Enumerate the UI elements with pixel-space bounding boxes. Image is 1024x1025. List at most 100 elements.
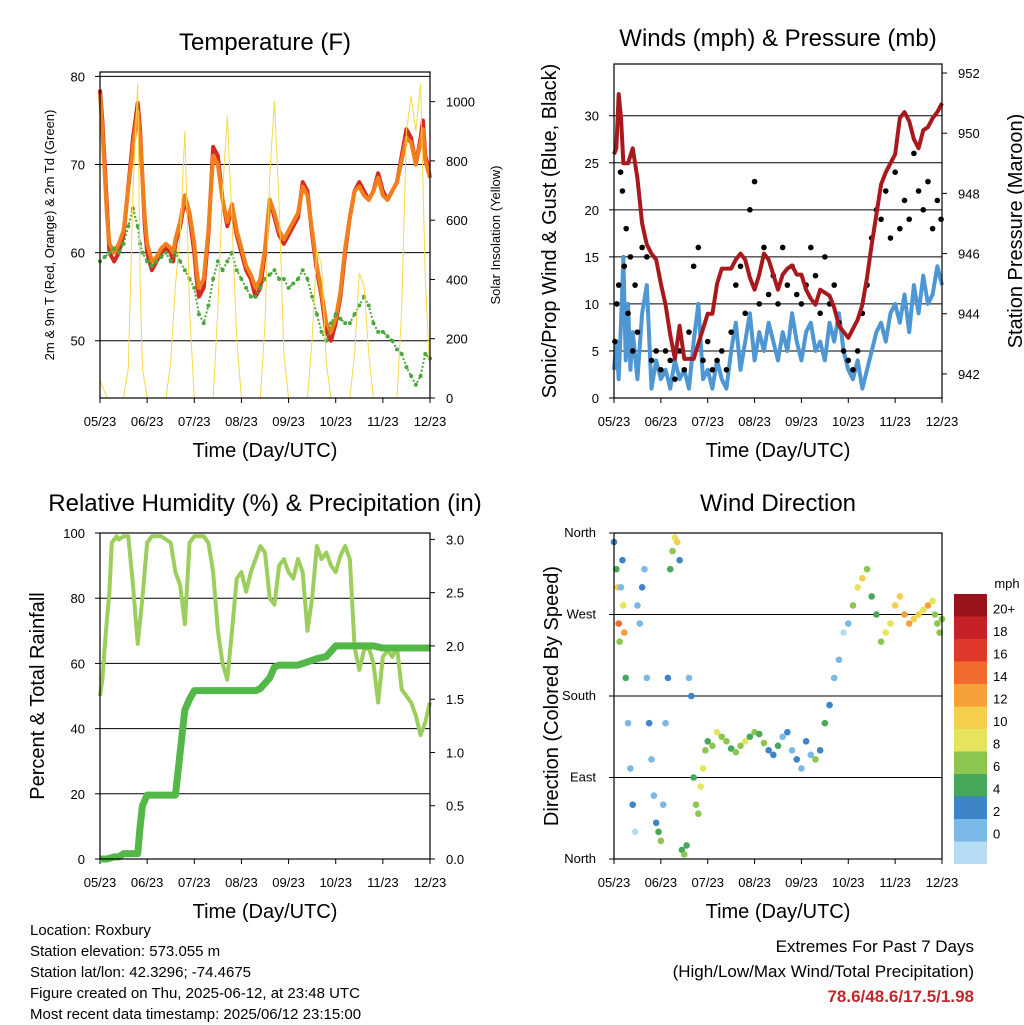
- series-point: [892, 169, 898, 175]
- chart-title: Temperature (F): [179, 29, 351, 56]
- chart-1: Temperature (F)Time (Day/UTC)50607080020…: [42, 29, 503, 462]
- x-tick-label: 12/23: [926, 414, 959, 429]
- series-point: [681, 366, 688, 373]
- extremes-values: 78.6/48.6/17.5/1.98: [827, 987, 974, 1006]
- y2-tick-label: 2.5: [446, 586, 464, 601]
- wind-direction-point: [891, 602, 899, 609]
- colorbar-swatch: [954, 729, 987, 752]
- y2-tick-label: 1.5: [446, 692, 464, 707]
- y-tick-label: 20: [585, 203, 599, 218]
- location-text: Location: Roxbury: [30, 922, 151, 939]
- y-tick-label: 5: [592, 344, 599, 359]
- series-point: [723, 366, 730, 373]
- wind-direction-point: [723, 737, 730, 745]
- series-point: [667, 357, 674, 364]
- colorbar-swatch: [954, 841, 987, 864]
- x-tick-label: 10/23: [832, 414, 865, 429]
- series-point: [653, 348, 659, 354]
- y-tick-label: 0: [78, 852, 85, 867]
- wind-direction-point: [657, 837, 665, 845]
- series-point: [615, 282, 622, 288]
- series-point: [882, 188, 889, 194]
- y-axis-label: 2m & 9m T (Red, Orange) & 2m Td (Green): [42, 110, 57, 361]
- colorbar-swatch: [954, 684, 987, 707]
- series-line: [98, 534, 432, 738]
- colorbar-label: 20+: [993, 602, 1015, 617]
- x-tick-label: 08/23: [738, 875, 771, 890]
- wind-direction-point: [704, 737, 712, 745]
- y2-tick-label: 0: [446, 391, 453, 406]
- series-point: [629, 348, 636, 354]
- wind-direction-point: [877, 638, 885, 645]
- series-point: [658, 366, 664, 373]
- wind-direction-point: [910, 615, 918, 623]
- y-tick-label: 40: [71, 722, 85, 737]
- wind-direction-point: [816, 747, 824, 754]
- x-tick-label: 09/23: [272, 875, 305, 890]
- wind-direction-point: [779, 733, 786, 741]
- series-line: [100, 642, 430, 863]
- wind-direction-point: [621, 629, 628, 636]
- series-point: [822, 254, 828, 260]
- wind-direction-point: [664, 674, 672, 682]
- wind-direction-point: [826, 701, 833, 709]
- series-point: [704, 338, 711, 345]
- y-tick-label: South: [562, 688, 596, 703]
- y2-tick-label: 942: [958, 367, 980, 382]
- wind-direction-point: [659, 801, 667, 808]
- colorbar-swatch: [954, 796, 987, 819]
- x-tick-label: 06/23: [131, 414, 164, 429]
- x-tick-label: 08/23: [225, 414, 258, 429]
- wind-direction-point: [624, 719, 632, 727]
- series-point: [709, 366, 716, 373]
- plot-frame: [613, 532, 943, 860]
- wind-direction-point: [643, 674, 651, 682]
- wind-direction-point: [929, 597, 936, 605]
- wind-direction-point: [849, 602, 857, 609]
- series-point: [728, 329, 734, 335]
- x-tick-label: 05/23: [84, 414, 117, 429]
- colorbar-swatch: [954, 751, 987, 774]
- series-point: [761, 244, 767, 251]
- x-axis-label: Time (Day/UTC): [706, 901, 851, 923]
- wind-direction-point: [617, 584, 625, 591]
- colorbar-swatch: [954, 819, 987, 842]
- y2-tick-label: 952: [958, 66, 980, 81]
- wind-direction-point: [615, 620, 622, 627]
- series-point: [751, 178, 758, 185]
- wind-direction-point: [673, 538, 681, 546]
- wind-direction-point: [887, 620, 894, 627]
- wind-direction-point: [936, 629, 943, 636]
- wind-direction-point: [802, 737, 810, 745]
- wind-direction-point: [634, 602, 641, 609]
- y-tick-label: North: [564, 851, 596, 866]
- y-tick-label: 70: [71, 158, 85, 173]
- series-point: [925, 178, 931, 185]
- series-point: [840, 348, 847, 354]
- wind-direction-point: [666, 565, 674, 573]
- series-point: [756, 301, 763, 307]
- y2-tick-label: 2.0: [446, 639, 464, 654]
- series-point: [901, 197, 908, 204]
- wind-direction-point: [692, 801, 700, 808]
- series-point: [718, 348, 725, 354]
- y-tick-label: 60: [71, 656, 85, 671]
- wind-direction-point: [868, 593, 876, 600]
- series-point: [798, 301, 805, 307]
- series-point: [897, 225, 903, 232]
- series-point: [775, 301, 781, 307]
- chart-3: Relative Humidity (%) & Precipitation (i…: [27, 490, 482, 923]
- series-point: [737, 263, 744, 270]
- series-point: [929, 225, 936, 232]
- series-point: [906, 216, 912, 223]
- series-point: [733, 282, 739, 288]
- y-axis-label: Direction (Colored By Speed): [541, 566, 563, 826]
- wind-direction-point: [699, 765, 707, 772]
- wind-direction-point: [784, 728, 791, 736]
- y-tick-label: East: [570, 770, 596, 785]
- x-tick-label: 08/23: [738, 414, 771, 429]
- wind-direction-point: [882, 629, 890, 636]
- y2-tick-label: 200: [446, 332, 468, 347]
- series-point: [920, 207, 927, 213]
- series-point: [625, 310, 631, 317]
